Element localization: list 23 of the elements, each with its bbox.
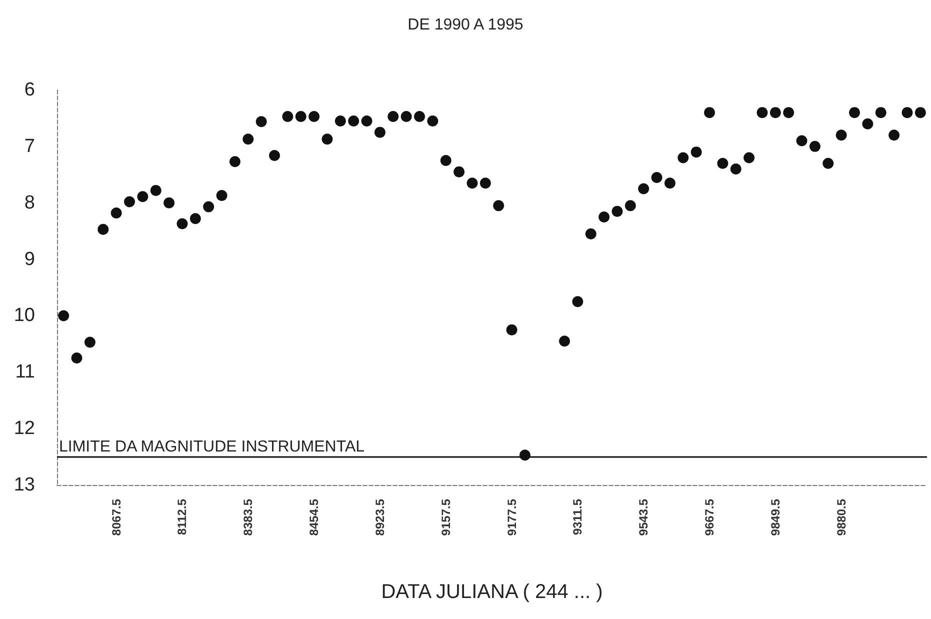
chart-title: DE 1990 A 1995 [408, 16, 524, 34]
x-tick-label: 9157.5 [438, 498, 453, 536]
y-tick-label: 9 [24, 248, 35, 270]
x-tick-label: 8112.5 [175, 498, 190, 536]
x-tick-label: 8067.5 [109, 498, 124, 536]
y-tick-label: 6 [24, 80, 35, 100]
y-tick-label: 13 [14, 474, 35, 496]
x-tick-label: 9880.5 [834, 498, 848, 536]
y-tick-label: 12 [14, 418, 35, 440]
y-tick-label: 7 [24, 136, 35, 157]
x-tick-label: 9311.5 [570, 498, 585, 536]
x-tick-label: 9543.5 [636, 498, 651, 536]
ref-line-label: LIMITE DA MAGNITUDE INSTRUMENTAL [59, 438, 365, 456]
x-tick-label: 9177.5 [504, 498, 519, 536]
x-tick-label: 8383.5 [241, 498, 256, 536]
y-tick-label: 11 [15, 362, 35, 383]
x-tick-label: 8923.5 [372, 498, 387, 536]
x-axis-title: DATA JULIANA ( 244 ... ) [381, 581, 603, 603]
y-tick-label: 10 [14, 305, 35, 326]
y-tick-label: 8 [24, 192, 35, 214]
x-tick-label: 8454.5 [307, 498, 322, 536]
x-tick-label: 9849.5 [768, 498, 782, 536]
x-tick-label: 9667.5 [702, 498, 716, 536]
